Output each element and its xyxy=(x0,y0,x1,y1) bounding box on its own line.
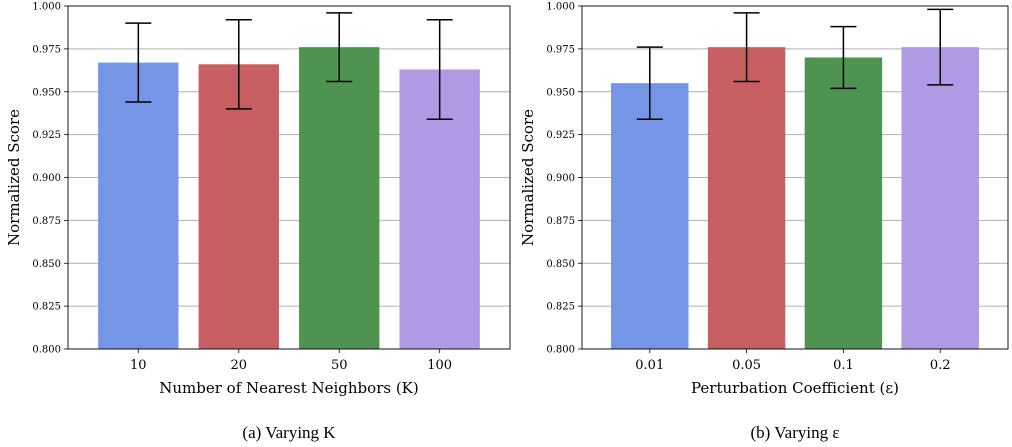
x-tick-label: 10 xyxy=(130,358,147,373)
y-tick-label: 0.975 xyxy=(32,44,61,55)
y-tick-label: 0.875 xyxy=(32,216,61,227)
chart-panel-a xyxy=(64,5,511,353)
x-tick-label: 0.2 xyxy=(930,358,951,373)
y-tick-label: 0.900 xyxy=(32,173,61,184)
y-tick-label: 1.000 xyxy=(546,2,575,13)
y-tick-label: 0.850 xyxy=(32,259,61,270)
chart-panel-b xyxy=(578,5,1009,353)
y-tick-label: 0.825 xyxy=(546,302,575,313)
bar-0.01 xyxy=(611,83,689,350)
y-tick-label: 0.950 xyxy=(546,87,575,98)
bar-0.2 xyxy=(901,47,979,349)
x-axis-label: Number of Nearest Neighbors (K) xyxy=(159,379,419,397)
x-tick-label: 0.1 xyxy=(833,358,854,373)
plot-frame xyxy=(581,5,1009,350)
bar-0.05 xyxy=(707,47,786,349)
x-axis-label: Perturbation Coefficient (ε) xyxy=(691,379,899,397)
plot-frame xyxy=(67,5,511,350)
y-tick-label: 0.925 xyxy=(32,130,61,141)
figure-caption: (a) Varying K xyxy=(242,423,336,442)
y-tick-label: 0.900 xyxy=(546,173,575,184)
figure-caption: (b) Varying ε xyxy=(751,423,840,442)
y-tick-label: 0.950 xyxy=(32,87,61,98)
y-tick-label: 0.850 xyxy=(546,259,575,270)
y-tick-label: 0.825 xyxy=(32,302,61,313)
y-axis-label: Normalized Score xyxy=(5,109,23,246)
bar-0.1 xyxy=(804,57,883,349)
y-tick-label: 0.975 xyxy=(546,44,575,55)
bar-50 xyxy=(299,47,380,349)
x-tick-label: 100 xyxy=(427,358,452,373)
x-tick-label: 0.01 xyxy=(635,358,664,373)
bar-20 xyxy=(198,64,279,349)
bar-10 xyxy=(98,62,179,349)
y-tick-label: 0.800 xyxy=(32,345,61,356)
x-tick-label: 20 xyxy=(230,358,247,373)
x-tick-label: 50 xyxy=(331,358,348,373)
y-axis-label: Normalized Score xyxy=(519,109,537,246)
x-tick-label: 0.05 xyxy=(732,358,761,373)
y-tick-label: 0.800 xyxy=(546,345,575,356)
y-tick-label: 0.925 xyxy=(546,130,575,141)
y-tick-label: 1.000 xyxy=(32,2,61,13)
y-tick-label: 0.875 xyxy=(546,216,575,227)
